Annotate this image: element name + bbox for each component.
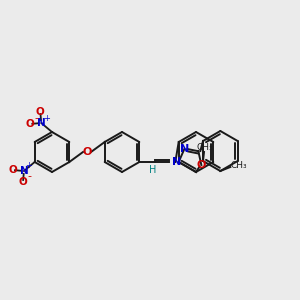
Text: -: - (27, 171, 31, 181)
Text: N: N (180, 144, 189, 154)
Text: CH₃: CH₃ (197, 143, 213, 152)
Text: H: H (148, 165, 156, 175)
Text: +: + (26, 161, 32, 170)
Text: -: - (34, 113, 38, 123)
Text: O: O (26, 119, 35, 129)
Text: +: + (43, 113, 50, 122)
Text: O: O (82, 147, 92, 157)
Text: CH₃: CH₃ (230, 160, 247, 169)
Text: N: N (37, 118, 46, 128)
Text: O: O (19, 177, 27, 187)
Text: O: O (36, 107, 45, 117)
Text: O: O (9, 165, 17, 175)
Text: N: N (172, 157, 182, 167)
Text: O: O (197, 160, 206, 170)
Text: N: N (20, 166, 28, 176)
